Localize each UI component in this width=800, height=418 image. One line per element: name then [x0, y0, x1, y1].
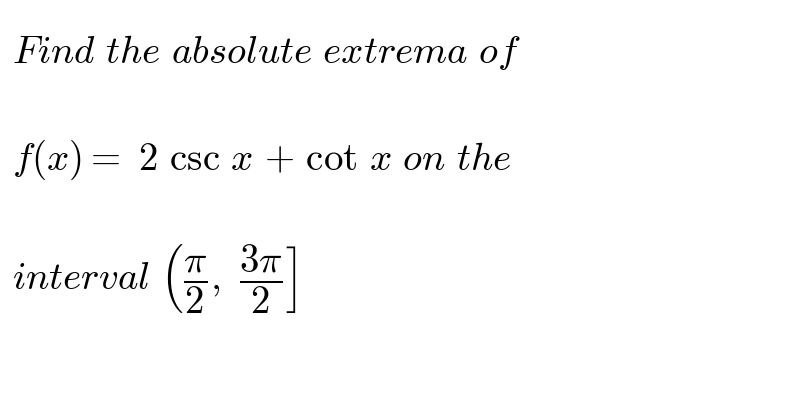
Text: $\mathit{interval}\ \left(\dfrac{\pi}{2},\ \dfrac{3\pi}{2}\right]$: $\mathit{interval}\ \left(\dfrac{\pi}{2}…: [12, 242, 297, 316]
Text: $\mathit{Find\ the\ absolute\ extrema\ of}$: $\mathit{Find\ the\ absolute\ extrema\ o…: [12, 33, 521, 72]
Text: $\mathit{f(x){=}\ 2\ \mathrm{csc}\ x\ \boldsymbol{+}\ \mathrm{cot}\ x\ \mathit{o: $\mathit{f(x){=}\ 2\ \mathrm{csc}\ x\ \b…: [12, 138, 511, 182]
